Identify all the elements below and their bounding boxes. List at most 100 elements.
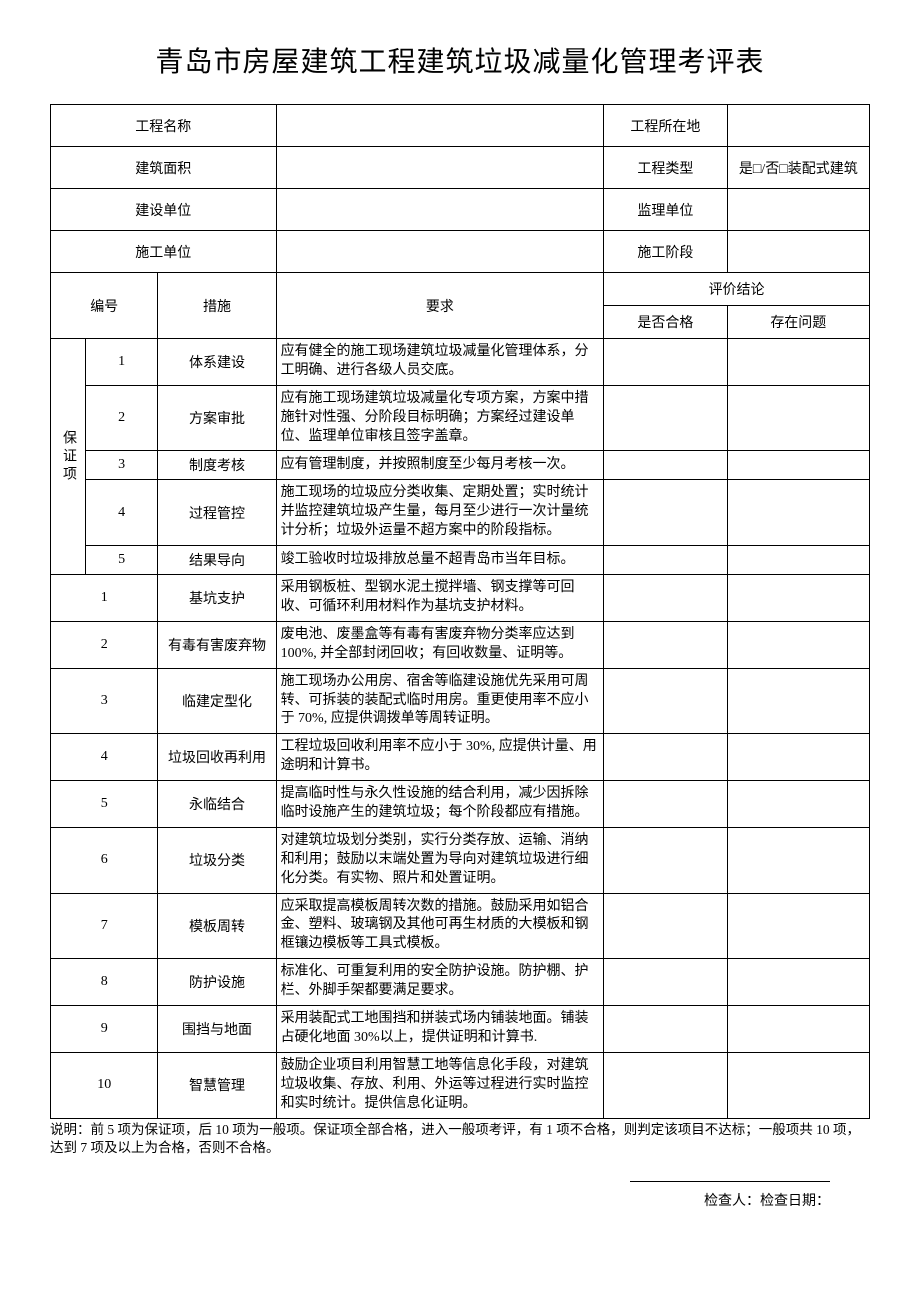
row-issue bbox=[727, 451, 869, 480]
row-pass bbox=[604, 480, 728, 546]
row-measure: 永临结合 bbox=[158, 781, 276, 828]
info-table: 工程名称 工程所在地 建筑面积 工程类型 是□/否□装配式建筑 建设单位 监理单… bbox=[50, 104, 870, 1119]
proj-loc-value bbox=[727, 105, 869, 147]
row-req: 施工现场办公用房、宿舍等临建设施优先采用可周转、可拆装的装配式临时用房。重更使用… bbox=[276, 668, 604, 734]
row-issue bbox=[727, 1052, 869, 1118]
row-issue bbox=[727, 959, 869, 1006]
row-measure: 过程管控 bbox=[158, 480, 276, 546]
row-measure: 模板周转 bbox=[158, 893, 276, 959]
proj-type-value: 是□/否□装配式建筑 bbox=[727, 147, 869, 189]
row-req: 采用装配式工地围挡和拼装式场内铺装地面。铺装占硬化地面 30%以上，提供证明和计… bbox=[276, 1006, 604, 1053]
row-issue bbox=[727, 668, 869, 734]
row-measure: 防护设施 bbox=[158, 959, 276, 1006]
hdr-num: 编号 bbox=[51, 273, 158, 339]
row-measure: 临建定型化 bbox=[158, 668, 276, 734]
row-issue bbox=[727, 781, 869, 828]
table-row: 2 方案审批 应有施工现场建筑垃圾减量化专项方案，方案中措施针对性强、分阶段目标… bbox=[51, 385, 870, 451]
row-pass bbox=[604, 827, 728, 893]
row-num: 2 bbox=[51, 621, 158, 668]
row-num: 1 bbox=[51, 575, 158, 622]
row-req: 标准化、可重复利用的安全防护设施。防护棚、护栏、外脚手架都要满足要求。 bbox=[276, 959, 604, 1006]
proj-name-value bbox=[276, 105, 604, 147]
row-req: 应采取提高模板周转次数的措施。鼓励采用如铝合金、塑料、玻璃钢及其他可再生材质的大… bbox=[276, 893, 604, 959]
row-pass bbox=[604, 621, 728, 668]
signature-area: 检查人：检查日期： bbox=[50, 1174, 870, 1210]
row-num: 9 bbox=[51, 1006, 158, 1053]
row-pass bbox=[604, 959, 728, 1006]
note-label: 说明： bbox=[50, 1122, 91, 1137]
row-num: 3 bbox=[85, 451, 157, 480]
hdr-issue: 存在问题 bbox=[727, 306, 869, 339]
row-req: 应有施工现场建筑垃圾减量化专项方案，方案中措施针对性强、分阶段目标明确；方案经过… bbox=[276, 385, 604, 451]
row-measure: 垃圾分类 bbox=[158, 827, 276, 893]
hdr-req: 要求 bbox=[276, 273, 604, 339]
note-text: 说明：前 5 项为保证项，后 10 项为一般项。保证项全部合格，进入一般项考评，… bbox=[50, 1121, 870, 1159]
row-measure: 有毒有害废弃物 bbox=[158, 621, 276, 668]
row-req: 竣工验收时垃圾排放总量不超青岛市当年目标。 bbox=[276, 546, 604, 575]
row-measure: 体系建设 bbox=[158, 339, 276, 386]
proj-type-label: 工程类型 bbox=[604, 147, 728, 189]
row-req: 对建筑垃圾划分类别，实行分类存放、运输、消纳和利用；鼓励以末端处置为导向对建筑垃… bbox=[276, 827, 604, 893]
row-num: 4 bbox=[85, 480, 157, 546]
row-pass bbox=[604, 385, 728, 451]
row-num: 5 bbox=[51, 781, 158, 828]
row-issue bbox=[727, 339, 869, 386]
row-pass bbox=[604, 893, 728, 959]
row-num: 8 bbox=[51, 959, 158, 1006]
row-measure: 基坑支护 bbox=[158, 575, 276, 622]
row-num: 6 bbox=[51, 827, 158, 893]
build-unit-value bbox=[276, 189, 604, 231]
area-label: 建筑面积 bbox=[51, 147, 277, 189]
table-row: 5 结果导向 竣工验收时垃圾排放总量不超青岛市当年目标。 bbox=[51, 546, 870, 575]
row-pass bbox=[604, 546, 728, 575]
hdr-measure: 措施 bbox=[158, 273, 276, 339]
signature-label: 检查人：检查日期： bbox=[704, 1194, 830, 1209]
row-num: 4 bbox=[51, 734, 158, 781]
row-issue bbox=[727, 480, 869, 546]
signature-line bbox=[630, 1181, 830, 1183]
row-measure: 智慧管理 bbox=[158, 1052, 276, 1118]
row-measure: 制度考核 bbox=[158, 451, 276, 480]
proj-name-label: 工程名称 bbox=[51, 105, 277, 147]
row-num: 3 bbox=[51, 668, 158, 734]
row-req: 鼓励企业项目利用智慧工地等信息化手段，对建筑垃圾收集、存放、利用、外运等过程进行… bbox=[276, 1052, 604, 1118]
table-row: 保证项 1 体系建设 应有健全的施工现场建筑垃圾减量化管理体系，分工明确、进行各… bbox=[51, 339, 870, 386]
row-issue bbox=[727, 621, 869, 668]
supervise-label: 监理单位 bbox=[604, 189, 728, 231]
row-num: 10 bbox=[51, 1052, 158, 1118]
row-req: 施工现场的垃圾应分类收集、定期处置；实时统计并监控建筑垃圾产生量，每月至少进行一… bbox=[276, 480, 604, 546]
stage-value bbox=[727, 231, 869, 273]
row-pass bbox=[604, 1006, 728, 1053]
group-label: 保证项 bbox=[51, 339, 86, 575]
table-row: 10 智慧管理 鼓励企业项目利用智慧工地等信息化手段，对建筑垃圾收集、存放、利用… bbox=[51, 1052, 870, 1118]
table-row: 8 防护设施 标准化、可重复利用的安全防护设施。防护棚、护栏、外脚手架都要满足要… bbox=[51, 959, 870, 1006]
table-row: 2 有毒有害废弃物 废电池、废墨盒等有毒有害废弃物分类率应达到 100%, 并全… bbox=[51, 621, 870, 668]
page-title: 青岛市房屋建筑工程建筑垃圾减量化管理考评表 bbox=[50, 40, 870, 80]
row-issue bbox=[727, 385, 869, 451]
row-req: 废电池、废墨盒等有毒有害废弃物分类率应达到 100%, 并全部封闭回收；有回收数… bbox=[276, 621, 604, 668]
row-req: 应有管理制度，并按照制度至少每月考核一次。 bbox=[276, 451, 604, 480]
stage-label: 施工阶段 bbox=[604, 231, 728, 273]
row-num: 2 bbox=[85, 385, 157, 451]
row-issue bbox=[727, 893, 869, 959]
hdr-eval: 评价结论 bbox=[604, 273, 870, 306]
row-num: 5 bbox=[85, 546, 157, 575]
row-measure: 围挡与地面 bbox=[158, 1006, 276, 1053]
row-pass bbox=[604, 339, 728, 386]
table-row: 1 基坑支护 采用钢板桩、型钢水泥土搅拌墙、钢支撑等可回收、可循环利用材料作为基… bbox=[51, 575, 870, 622]
row-pass bbox=[604, 781, 728, 828]
row-pass bbox=[604, 451, 728, 480]
row-measure: 结果导向 bbox=[158, 546, 276, 575]
table-row: 3 临建定型化 施工现场办公用房、宿舍等临建设施优先采用可周转、可拆装的装配式临… bbox=[51, 668, 870, 734]
table-row: 6 垃圾分类 对建筑垃圾划分类别，实行分类存放、运输、消纳和利用；鼓励以末端处置… bbox=[51, 827, 870, 893]
table-row: 5 永临结合 提高临时性与永久性设施的结合利用，减少因拆除临时设施产生的建筑垃圾… bbox=[51, 781, 870, 828]
row-issue bbox=[727, 546, 869, 575]
row-pass bbox=[604, 668, 728, 734]
table-row: 7 模板周转 应采取提高模板周转次数的措施。鼓励采用如铝合金、塑料、玻璃钢及其他… bbox=[51, 893, 870, 959]
row-pass bbox=[604, 1052, 728, 1118]
row-pass bbox=[604, 575, 728, 622]
note-body: 前 5 项为保证项，后 10 项为一般项。保证项全部合格，进入一般项考评，有 1… bbox=[50, 1122, 860, 1156]
row-issue bbox=[727, 827, 869, 893]
row-req: 应有健全的施工现场建筑垃圾减量化管理体系，分工明确、进行各级人员交底。 bbox=[276, 339, 604, 386]
row-measure: 垃圾回收再利用 bbox=[158, 734, 276, 781]
